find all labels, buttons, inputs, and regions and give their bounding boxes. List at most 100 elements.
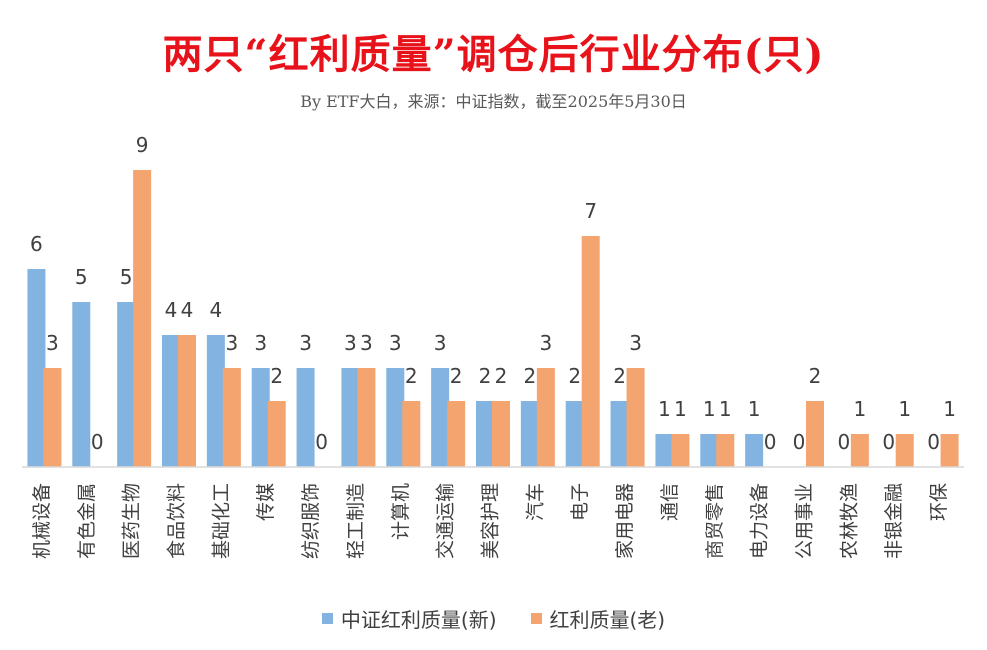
bar-old-8 [402, 401, 421, 467]
bar-old-13 [626, 368, 645, 467]
bar-old-4 [222, 368, 241, 467]
data-label-new-6: 3 [299, 331, 312, 355]
data-label-new-7: 3 [344, 331, 357, 355]
category-label-17: 公用事业 [794, 483, 816, 559]
bar-new-12 [565, 401, 584, 467]
category-label-19: 非银金融 [883, 483, 905, 559]
legend: 中证红利质量(新) 红利质量(老) [0, 604, 987, 633]
bar-new-9 [431, 368, 450, 467]
category-label-20: 环保 [928, 483, 950, 521]
data-label-new-19: 0 [882, 430, 895, 454]
data-label-old-8: 2 [405, 364, 418, 388]
category-label-15: 商贸零售 [704, 483, 726, 559]
legend-item-new: 中证红利质量(新) [321, 604, 497, 633]
category-label-16: 电力设备 [749, 483, 771, 559]
data-label-old-2: 9 [136, 133, 149, 157]
data-label-old-5: 2 [270, 364, 283, 388]
category-label-7: 轻工制造 [345, 483, 367, 559]
data-label-old-6: 0 [315, 430, 328, 454]
data-label-new-14: 1 [658, 397, 671, 421]
bar-new-3 [162, 335, 180, 467]
bar-old-2 [133, 170, 152, 467]
category-label-0: 机械设备 [31, 483, 53, 559]
bar-new-8 [386, 368, 405, 467]
data-label-new-10: 2 [479, 364, 492, 388]
bar-new-16 [745, 434, 764, 467]
data-label-old-11: 3 [539, 331, 552, 355]
data-label-old-14: 1 [674, 397, 687, 421]
data-label-new-16: 1 [748, 397, 761, 421]
bar-old-12 [581, 236, 600, 467]
data-label-new-11: 2 [523, 364, 536, 388]
bar-old-5 [267, 401, 286, 467]
legend-label-new: 中证红利质量(新) [340, 608, 497, 632]
data-label-old-13: 3 [629, 331, 642, 355]
data-label-old-1: 0 [91, 430, 104, 454]
data-label-old-7: 3 [360, 331, 373, 355]
data-label-old-3: 4 [181, 298, 194, 322]
bar-old-7 [357, 368, 376, 467]
data-label-old-4: 3 [225, 331, 238, 355]
legend-swatch-new [321, 613, 333, 624]
bar-old-14 [671, 434, 690, 467]
category-label-5: 传媒 [255, 483, 277, 521]
category-label-6: 纺织服饰 [300, 483, 322, 559]
category-label-13: 家用电器 [614, 483, 636, 559]
category-label-2: 医药生物 [121, 483, 143, 559]
bar-new-15 [700, 434, 719, 467]
category-label-10: 美容护理 [480, 483, 502, 559]
chart-subtitle: By ETF大白，来源：中证指数，截至2025年5月30日 [300, 92, 687, 111]
data-label-new-8: 3 [389, 331, 402, 355]
category-label-3: 食品饮料 [166, 483, 188, 559]
data-label-old-10: 2 [495, 364, 508, 388]
category-label-1: 有色金属 [76, 483, 98, 559]
bar-old-11 [536, 368, 555, 467]
data-label-new-18: 0 [837, 430, 850, 454]
data-label-old-9: 2 [450, 364, 463, 388]
bar-new-10 [476, 401, 494, 467]
data-label-new-13: 2 [613, 364, 626, 388]
data-label-old-18: 1 [853, 397, 866, 421]
bar-new-4 [206, 335, 225, 467]
category-label-14: 通信 [659, 483, 681, 521]
data-label-new-20: 0 [927, 430, 940, 454]
bar-new-6 [296, 368, 315, 467]
data-label-new-15: 1 [703, 397, 716, 421]
legend-item-old: 红利质量(老) [530, 604, 665, 633]
bar-new-0 [27, 269, 46, 467]
data-label-old-20: 1 [943, 397, 956, 421]
data-label-new-2: 5 [120, 265, 133, 289]
bar-new-7 [341, 368, 360, 467]
bar-old-0 [43, 368, 62, 467]
category-label-9: 交通运输 [435, 483, 457, 559]
bar-old-10 [492, 401, 510, 467]
bar-old-20 [940, 434, 959, 467]
data-label-old-15: 1 [719, 397, 732, 421]
data-label-new-17: 0 [793, 430, 806, 454]
data-label-old-16: 0 [764, 430, 777, 454]
bar-new-14 [655, 434, 674, 467]
bar-new-2 [117, 302, 136, 467]
data-label-new-3: 4 [165, 298, 178, 322]
bar-old-9 [447, 401, 466, 467]
category-label-12: 电子 [569, 483, 591, 521]
data-label-new-4: 4 [209, 298, 222, 322]
category-label-18: 农林牧渔 [838, 483, 860, 559]
data-label-new-0: 6 [30, 232, 43, 256]
category-label-4: 基础化工 [210, 483, 232, 559]
legend-swatch-old [530, 613, 542, 624]
data-label-new-5: 3 [254, 331, 267, 355]
bar-old-3 [178, 335, 196, 467]
data-label-old-0: 3 [46, 331, 59, 355]
bar-old-18 [850, 434, 869, 467]
data-label-new-1: 5 [75, 265, 88, 289]
bar-old-19 [895, 434, 914, 467]
bar-old-17 [806, 401, 824, 467]
data-label-new-12: 2 [568, 364, 581, 388]
bar-new-11 [520, 401, 539, 467]
category-label-8: 计算机 [390, 483, 412, 540]
bar-old-15 [716, 434, 735, 467]
bar-new-5 [251, 368, 270, 467]
category-label-11: 汽车 [524, 483, 546, 521]
